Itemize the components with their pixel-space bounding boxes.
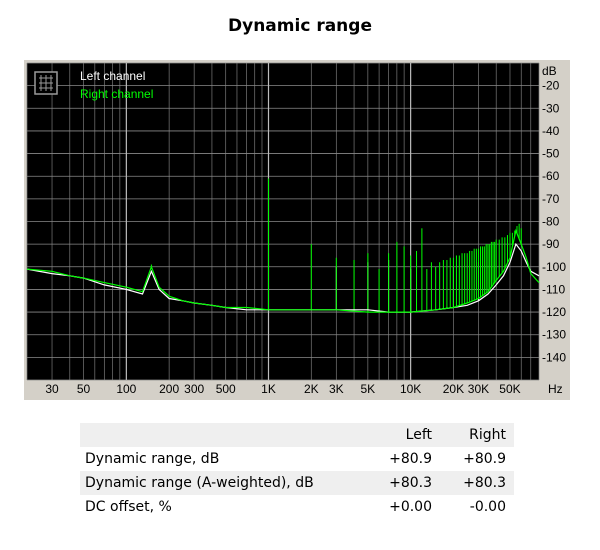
x-tick-label: 200	[159, 382, 179, 396]
table-header-left: Left	[366, 423, 440, 447]
y-tick-label: -130	[542, 328, 566, 342]
y-tick-label: -50	[542, 147, 560, 161]
y-tick-label: -120	[542, 305, 566, 319]
series-line-right-channel	[26, 228, 540, 313]
table-header-row: Left Right	[80, 423, 514, 447]
legend: Left channel Right channel	[34, 69, 153, 101]
row-right-value: -0.00	[440, 495, 514, 519]
x-tick-label: 100	[116, 382, 136, 396]
row-left-value: +0.00	[366, 495, 440, 519]
x-tick-label: 500	[216, 382, 236, 396]
x-tick-label: 5K	[361, 382, 376, 396]
y-tick-label: -140	[542, 350, 566, 364]
y-tick-label: -110	[542, 282, 565, 296]
chart: 30 50 100 200 300 500 1K 2K 3K 5K 10K 20K 30K 50K -20…	[26, 62, 566, 396]
chart-frame: 30 50 100 200 300 500 1K 2K 3K 5K 10K 20K 30K 50K -20…	[24, 60, 570, 400]
legend-left-channel: Left channel	[80, 69, 145, 83]
x-tick-label: 2K	[304, 382, 319, 396]
x-tick-label: 20K	[443, 382, 464, 396]
table-header-right: Right	[440, 423, 514, 447]
y-tick-label: -100	[542, 260, 566, 274]
table-row: Dynamic range (A-weighted), dB +80.3 +80…	[80, 471, 514, 495]
legend-grid-icon	[39, 75, 53, 91]
stats-table: Left Right Dynamic range, dB +80.9 +80.9…	[80, 423, 514, 519]
y-tick-label: -40	[542, 124, 560, 138]
x-tick-label: 10K	[400, 382, 421, 396]
row-left-value: +80.3	[366, 471, 440, 495]
x-tick-label: 300	[184, 382, 204, 396]
row-label: DC offset, %	[80, 495, 366, 519]
page-title: Dynamic range	[228, 16, 372, 36]
x-tick-label: 1K	[261, 382, 276, 396]
x-tick-label: 30	[45, 382, 59, 396]
table-row: Dynamic range, dB +80.9 +80.9	[80, 447, 514, 471]
x-tick-label: 3K	[329, 382, 344, 396]
row-right-value: +80.9	[440, 447, 514, 471]
x-axis-unit: Hz	[548, 382, 563, 396]
table-header-empty	[80, 423, 366, 447]
y-tick-label: -30	[542, 101, 560, 115]
y-axis-unit: dB	[542, 64, 557, 78]
y-tick-label: -80	[542, 215, 560, 229]
x-tick-label: 50K	[499, 382, 520, 396]
y-tick-label: -90	[542, 237, 560, 251]
x-tick-label: 30K	[468, 382, 489, 396]
row-label: Dynamic range, dB	[80, 447, 366, 471]
row-label: Dynamic range (A-weighted), dB	[80, 471, 366, 495]
x-tick-label: 50	[77, 382, 91, 396]
row-right-value: +80.3	[440, 471, 514, 495]
row-left-value: +80.9	[366, 447, 440, 471]
legend-right-channel: Right channel	[80, 87, 153, 101]
y-tick-label: -20	[542, 79, 560, 93]
y-tick-label: -60	[542, 169, 560, 183]
table-row: DC offset, % +0.00 -0.00	[80, 495, 514, 519]
y-tick-label: -70	[542, 192, 560, 206]
